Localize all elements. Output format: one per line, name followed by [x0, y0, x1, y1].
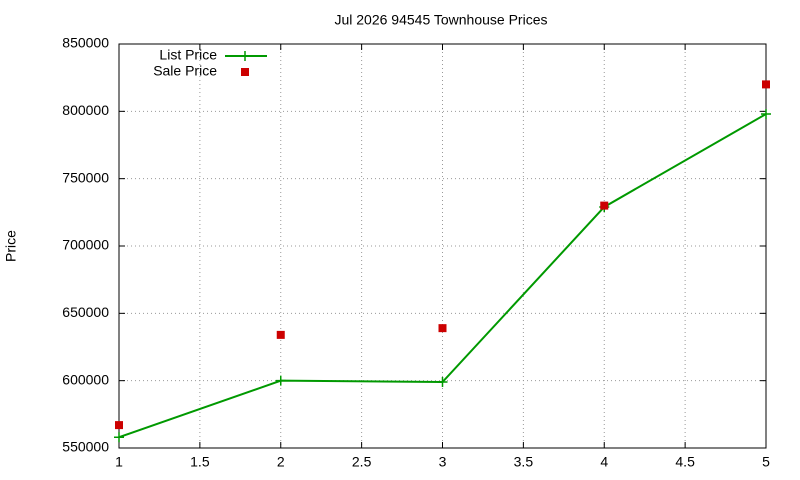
- legend-swatch: [240, 51, 250, 61]
- data-point: [761, 109, 771, 120]
- legend-swatch: [241, 68, 249, 76]
- legend-label: List Price: [159, 47, 217, 63]
- data-point: [276, 330, 285, 339]
- data-point: [762, 80, 770, 89]
- x-tick-label: 3.5: [514, 454, 534, 470]
- chart-title: Jul 2026 94545 Townhouse Prices: [334, 12, 547, 28]
- x-tick-label: 4.5: [675, 454, 695, 470]
- data-point: [438, 324, 447, 333]
- legend-label: Sale Price: [153, 63, 217, 79]
- data-point: [275, 375, 286, 386]
- x-tick-label: 3: [439, 454, 447, 470]
- x-tick-label: 1.5: [190, 454, 210, 470]
- y-tick-label: 850000: [62, 35, 109, 51]
- data-point: [600, 201, 609, 210]
- y-axis-label: Price: [3, 230, 19, 262]
- x-tick-label: 2: [277, 454, 285, 470]
- data-point: [437, 377, 448, 388]
- y-tick-label: 550000: [62, 439, 109, 455]
- x-tick-label: 1: [115, 454, 123, 470]
- data-point: [114, 432, 124, 443]
- y-tick-label: 800000: [62, 102, 109, 118]
- plot-border: [118, 43, 767, 449]
- x-tick-label: 2.5: [352, 454, 372, 470]
- y-tick-label: 700000: [62, 237, 109, 253]
- y-tick-label: 650000: [62, 304, 109, 320]
- y-tick-label: 600000: [62, 371, 109, 387]
- x-tick-label: 5: [762, 454, 770, 470]
- data-point: [115, 421, 123, 430]
- x-tick-label: 4: [600, 454, 608, 470]
- y-tick-label: 750000: [62, 169, 109, 185]
